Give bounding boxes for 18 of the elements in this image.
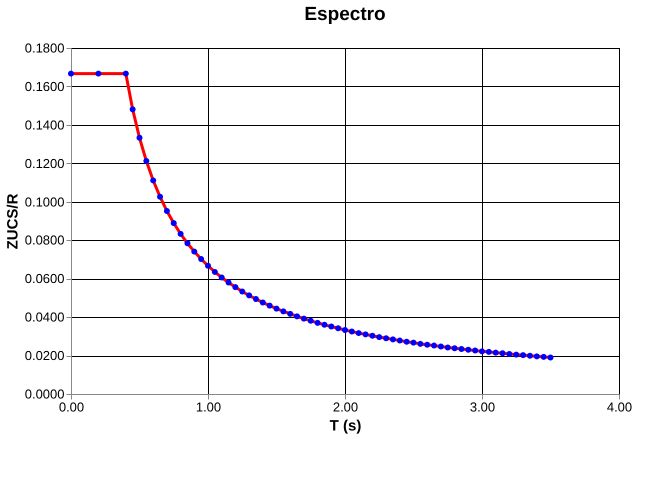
- y-tick-label: 0.0200: [24, 348, 64, 364]
- x-tick-label: 3.00: [470, 400, 496, 414]
- y-tick-label: 0.1400: [24, 117, 64, 132]
- y-tick-label: 0.0800: [24, 232, 64, 248]
- x-tick-label: 0.00: [58, 400, 84, 414]
- chart-title: Espectro: [304, 4, 386, 25]
- y-tick-label: 0.0600: [24, 271, 64, 286]
- x-tick-label: 4.00: [606, 400, 632, 414]
- y-tick-label: 0.1600: [24, 78, 64, 94]
- y-axis-title: ZUCS/R: [4, 193, 22, 250]
- y-tick-label: 0.1800: [24, 40, 64, 56]
- y-tick-label: 0.1000: [24, 194, 64, 210]
- x-axis-title: T (s): [330, 418, 362, 434]
- y-tick-label: 0.0000: [24, 386, 64, 402]
- y-tick-label: 0.1200: [24, 156, 64, 171]
- x-tick-label: 1.00: [196, 400, 222, 414]
- y-tick-label: 0.0400: [24, 310, 64, 325]
- x-tick-label: 2.00: [332, 400, 358, 414]
